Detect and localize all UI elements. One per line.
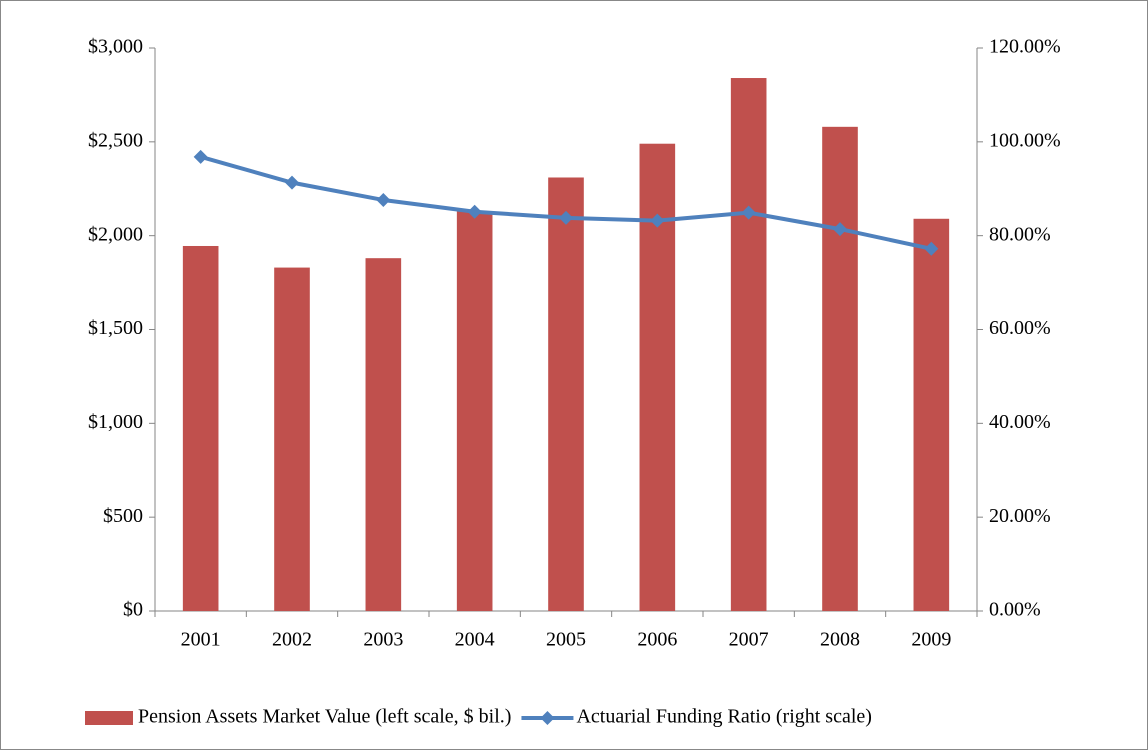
bar: [456, 211, 493, 611]
y-tick-label: $0: [123, 599, 143, 621]
x-tick-label: 2006: [637, 629, 677, 651]
bar: [730, 78, 767, 611]
x-tick-label: 2008: [820, 629, 860, 651]
line-marker: [833, 222, 847, 237]
legend-swatch: [85, 711, 133, 725]
bar: [182, 245, 219, 611]
bar: [365, 258, 402, 611]
y-tick-label: $2,000: [88, 223, 143, 245]
x-tick-label: 2001: [181, 629, 221, 651]
bar: [548, 177, 584, 612]
legend-label: Pension Assets Market Value (left scale,…: [138, 706, 511, 728]
legend-label: Actuarial Funding Ratio (right scale): [576, 706, 871, 728]
line-marker: [285, 175, 299, 190]
bar: [822, 126, 858, 611]
x-tick-label: 2003: [363, 629, 403, 651]
x-tick-label: 2009: [911, 629, 951, 651]
y-tick-label: $2,500: [88, 129, 143, 151]
y2-tick-label: 20.00%: [989, 505, 1051, 527]
line-marker: [193, 149, 208, 164]
x-tick-label: 2002: [272, 629, 312, 651]
y-tick-label: $500: [103, 505, 143, 527]
y-tick-label: $1,500: [88, 317, 143, 339]
y-tick-label: $3,000: [88, 36, 143, 58]
y2-tick-label: 100.00%: [989, 129, 1061, 151]
bar: [274, 267, 310, 611]
legend-marker: [540, 711, 555, 725]
line-marker: [559, 210, 573, 225]
line-marker: [467, 204, 482, 219]
line-marker: [376, 193, 391, 208]
y2-tick-label: 60.00%: [989, 317, 1051, 339]
y-tick-label: $1,000: [88, 411, 143, 433]
line-marker: [741, 205, 756, 220]
line-marker: [924, 241, 939, 256]
bar: [913, 218, 950, 611]
y2-tick-label: 40.00%: [989, 411, 1051, 433]
x-tick-label: 2005: [546, 629, 586, 651]
y2-tick-label: 0.00%: [989, 599, 1041, 621]
y2-tick-label: 80.00%: [989, 223, 1051, 245]
x-tick-label: 2004: [455, 629, 495, 651]
line-marker: [650, 213, 665, 228]
x-tick-label: 2007: [729, 629, 769, 651]
y2-tick-label: 120.00%: [989, 36, 1061, 58]
